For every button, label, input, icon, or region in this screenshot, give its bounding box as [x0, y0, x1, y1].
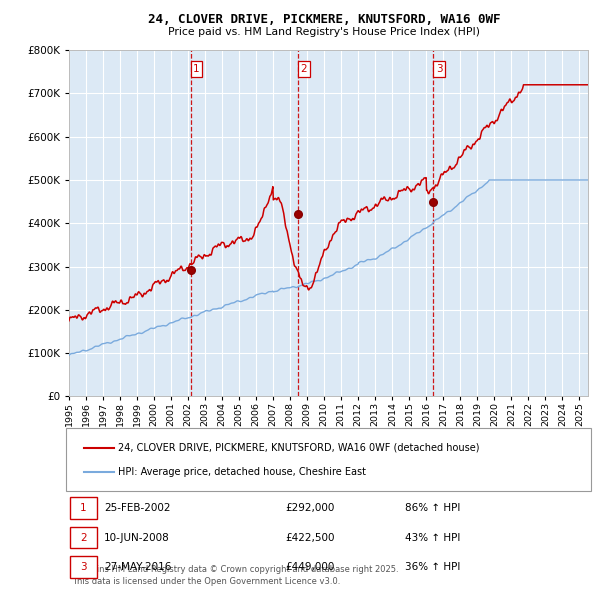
Text: 86% ↑ HPI: 86% ↑ HPI [405, 503, 460, 513]
Text: 10-JUN-2008: 10-JUN-2008 [104, 533, 170, 543]
Text: 24, CLOVER DRIVE, PICKMERE, KNUTSFORD, WA16 0WF: 24, CLOVER DRIVE, PICKMERE, KNUTSFORD, W… [148, 13, 500, 26]
Text: 43% ↑ HPI: 43% ↑ HPI [405, 533, 460, 543]
Text: 2: 2 [80, 533, 87, 543]
Text: 36% ↑ HPI: 36% ↑ HPI [405, 562, 460, 572]
Text: 24, CLOVER DRIVE, PICKMERE, KNUTSFORD, WA16 0WF (detached house): 24, CLOVER DRIVE, PICKMERE, KNUTSFORD, W… [118, 443, 480, 453]
Text: 3: 3 [436, 64, 443, 74]
Text: HPI: Average price, detached house, Cheshire East: HPI: Average price, detached house, Ches… [118, 467, 366, 477]
Text: 3: 3 [80, 562, 87, 572]
Text: 2: 2 [301, 64, 307, 74]
Text: 1: 1 [80, 503, 87, 513]
Text: 1: 1 [193, 64, 200, 74]
Text: 27-MAY-2016: 27-MAY-2016 [104, 562, 171, 572]
Text: £422,500: £422,500 [285, 533, 335, 543]
Text: Price paid vs. HM Land Registry's House Price Index (HPI): Price paid vs. HM Land Registry's House … [168, 27, 480, 37]
Text: 25-FEB-2002: 25-FEB-2002 [104, 503, 170, 513]
Text: £292,000: £292,000 [285, 503, 334, 513]
Text: £449,000: £449,000 [285, 562, 334, 572]
Text: Contains HM Land Registry data © Crown copyright and database right 2025.
This d: Contains HM Land Registry data © Crown c… [72, 565, 398, 586]
